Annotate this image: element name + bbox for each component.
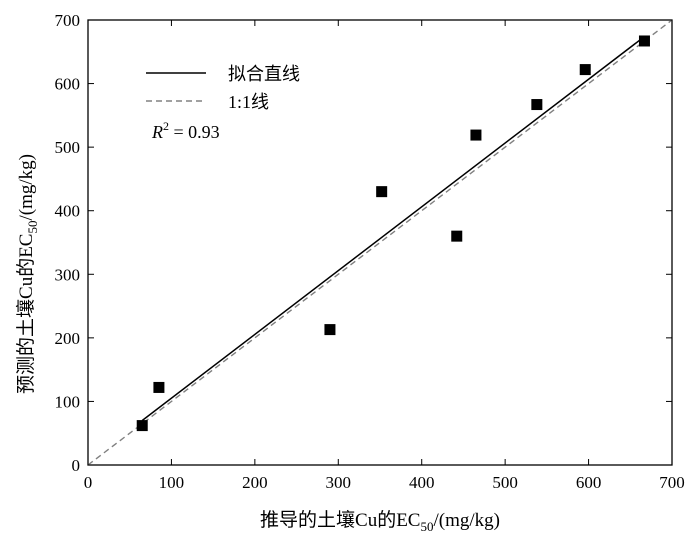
x-tick-label: 700 bbox=[659, 473, 685, 492]
r-squared-exponent: 2 bbox=[163, 119, 169, 133]
y-tick-label: 200 bbox=[55, 329, 81, 348]
x-tick-label: 600 bbox=[576, 473, 602, 492]
x-tick-label: 300 bbox=[326, 473, 352, 492]
x-tick-label: 400 bbox=[409, 473, 435, 492]
fit-line bbox=[141, 35, 645, 422]
x-axis-label: 推导的土壤Cu的EC50/(mg/kg) bbox=[260, 509, 500, 534]
data-point bbox=[470, 129, 482, 141]
data-point bbox=[376, 186, 388, 198]
y-tick-label: 500 bbox=[55, 138, 81, 157]
data-point bbox=[153, 381, 165, 393]
x-tick-label: 0 bbox=[84, 473, 93, 492]
y-tick-label: 100 bbox=[55, 392, 81, 411]
r-squared-symbol: R bbox=[151, 122, 163, 142]
data-point bbox=[136, 420, 148, 432]
data-point bbox=[531, 99, 543, 111]
y-tick-label: 600 bbox=[55, 75, 81, 94]
legend-identity-line-label: 1:1线 bbox=[228, 92, 269, 112]
x-tick-label: 100 bbox=[159, 473, 185, 492]
x-tick-label: 200 bbox=[242, 473, 268, 492]
y-axis-label: 预测的土壤Cu的EC50/(mg/kg) bbox=[15, 154, 40, 394]
legend-fit-line-label: 拟合直线 bbox=[228, 64, 300, 84]
y-tick-label: 300 bbox=[55, 265, 81, 284]
x-tick-label: 500 bbox=[492, 473, 518, 492]
data-point bbox=[324, 324, 336, 336]
r-squared-annotation: R2 = 0.93 bbox=[151, 119, 220, 142]
r-squared-value: = 0.93 bbox=[169, 122, 220, 142]
data-point bbox=[451, 230, 463, 242]
identity-line bbox=[87, 19, 673, 466]
data-point bbox=[638, 35, 650, 47]
y-tick-label: 400 bbox=[55, 202, 81, 221]
data-point bbox=[579, 64, 591, 76]
y-tick-label: 0 bbox=[72, 456, 81, 475]
y-tick-label: 700 bbox=[55, 11, 81, 30]
plot-frame bbox=[87, 19, 673, 466]
